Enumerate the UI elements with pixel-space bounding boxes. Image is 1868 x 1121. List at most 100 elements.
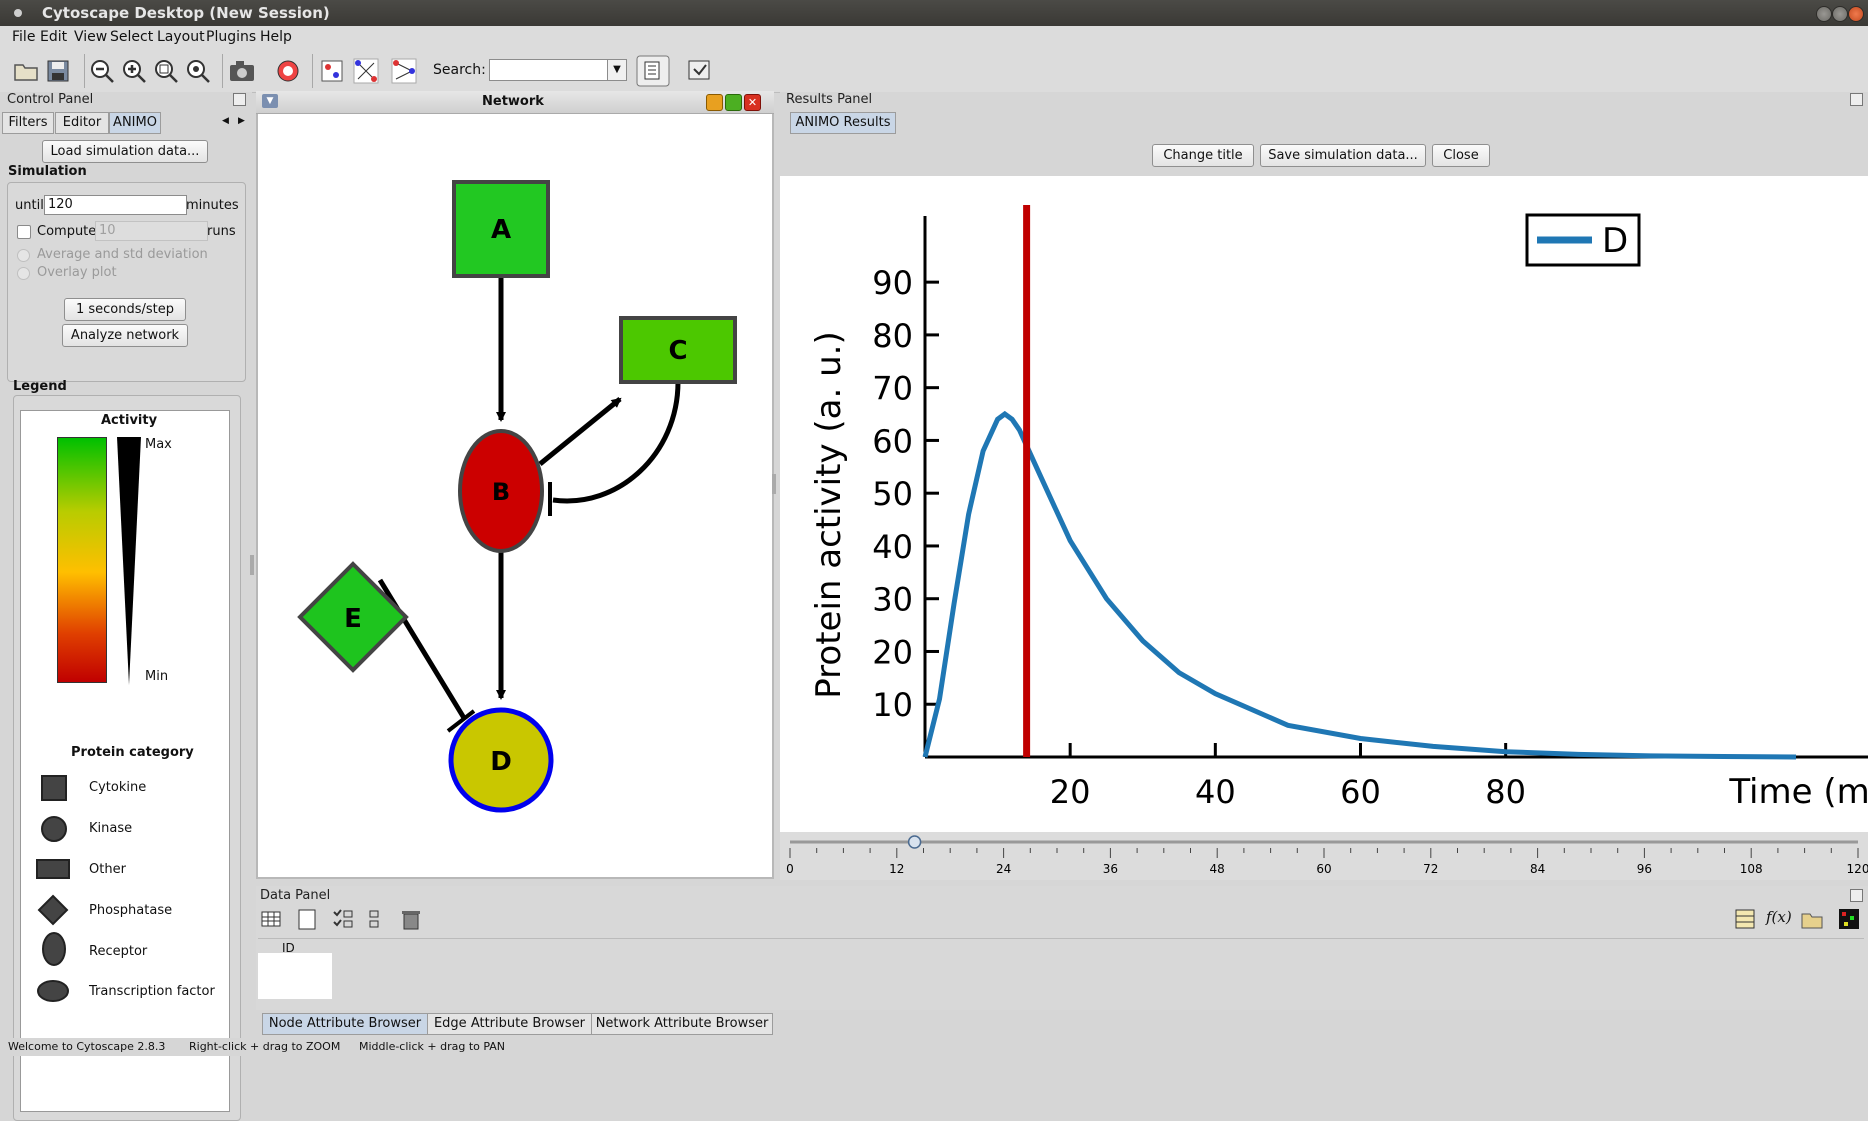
filter-icon[interactable] [686,57,714,85]
node-e[interactable] [297,561,409,673]
deselect-all-icon[interactable] [364,908,386,930]
attribute-table-icon[interactable] [1734,908,1756,930]
y-tick-label: 40 [872,528,913,566]
edge-b-c[interactable] [538,397,622,466]
load-simulation-button[interactable]: Load simulation data... [42,140,208,163]
function-builder-icon[interactable]: f(x) [1766,908,1792,926]
maximize-icon[interactable] [1832,6,1848,22]
step-size-button[interactable]: 1 seconds/step [64,298,186,321]
status-welcome: Welcome to Cytoscape 2.8.3 [8,1040,166,1053]
save-simulation-button[interactable]: Save simulation data... [1260,144,1426,167]
new-attribute-icon[interactable] [296,908,318,930]
delete-attribute-icon[interactable] [400,908,422,930]
new-network-icon[interactable] [318,57,346,85]
category-title: Protein category [71,745,194,760]
select-attributes-icon[interactable] [260,908,282,930]
tab-animo[interactable]: ANIMO [109,112,161,134]
camera-icon[interactable] [228,57,256,85]
attribute-table-body[interactable] [258,953,332,999]
undock-icon[interactable] [233,93,246,106]
tab-scroll-right-icon[interactable]: ▶ [238,116,245,126]
select-all-icon[interactable] [332,908,354,930]
minimize-icon[interactable] [1816,6,1832,22]
activity-gradient [57,437,107,683]
activity-chart: 10 20 30 40 50 60 70 80 90 20 40 60 80 Time (min) Prot… [809,205,1868,812]
average-radio[interactable] [17,249,30,262]
menu-help[interactable]: Help [260,29,292,45]
zoom-selected-icon[interactable] [184,57,212,85]
compute-label: Compute [37,224,97,239]
network-layout-icon[interactable] [352,57,380,85]
zoom-fit-icon[interactable] [152,57,180,85]
node-d[interactable] [448,707,554,813]
menu-file[interactable]: File [12,29,36,45]
slider-tick-label: 120 [1847,862,1868,876]
data-panel: Data Panel f(x) ID [256,886,1868,1010]
y-tick-label: 20 [872,633,913,671]
overlay-radio[interactable] [17,267,30,280]
network-window-titlebar: ▼ Network ✕ [256,91,774,114]
search-options-icon[interactable] [636,55,670,87]
menu-edit[interactable]: Edit [40,29,68,45]
help-lifebuoy-icon[interactable] [274,57,302,85]
edge-e-d[interactable] [377,578,467,720]
network-export-icon[interactable] [390,57,418,85]
data-panel-undock-icon[interactable] [1850,889,1863,902]
time-slider[interactable]: 0 12 24 36 48 60 72 84 96 108 120 [780,832,1868,880]
node-a[interactable] [452,180,550,278]
tab-editor[interactable]: Editor [55,112,109,134]
heatmap-icon[interactable] [1838,908,1860,930]
close-icon[interactable] [1848,6,1864,22]
slider-tick-label: 12 [889,862,904,876]
tab-network-attribute-browser[interactable]: Network Attribute Browser [591,1013,773,1035]
tab-node-attribute-browser[interactable]: Node Attribute Browser [262,1013,428,1035]
zoom-out-icon[interactable] [88,57,116,85]
network-canvas[interactable]: A B C D E [258,114,768,872]
category-phosphatase: Phosphatase [89,903,173,918]
tab-scroll-left-icon[interactable]: ◀ [222,116,229,126]
data-panel-tabs: Node Attribute Browser Edge Attribute Br… [256,1010,1868,1036]
menu-layout[interactable]: Layout [157,29,205,45]
edge-c-b[interactable] [552,381,681,504]
compute-runs-input[interactable]: 10 [95,221,208,241]
center-splitter[interactable] [772,474,776,494]
close-results-button[interactable]: Close [1432,144,1490,167]
slider-handle[interactable] [907,835,922,849]
network-minimize-icon[interactable] [706,94,723,111]
node-b-label: B [492,478,510,506]
max-label: Max [145,437,172,452]
until-label: until [15,198,44,213]
tab-animo-results[interactable]: ANIMO Results [790,112,896,134]
zoom-in-icon[interactable] [120,57,148,85]
open-folder-icon[interactable] [12,57,40,85]
tab-filters[interactable]: Filters [2,112,54,134]
menu-select[interactable]: Select [110,29,154,45]
change-title-button[interactable]: Change title [1152,144,1254,167]
y-tick-label: 90 [872,264,913,302]
results-chart-area: 10 20 30 40 50 60 70 80 90 20 40 60 80 Time (min) Prot… [780,176,1868,832]
results-undock-icon[interactable] [1850,93,1863,106]
search-dropdown-icon[interactable]: ▼ [607,59,627,81]
tab-edge-attribute-browser[interactable]: Edge Attribute Browser [427,1013,592,1035]
network-menu-icon[interactable]: ▼ [262,94,278,108]
menu-plugins[interactable]: Plugins [206,29,257,45]
network-maximize-icon[interactable] [725,94,742,111]
import-folder-icon[interactable] [1800,908,1824,930]
network-close-icon[interactable]: ✕ [744,94,761,111]
id-column-header[interactable]: ID [282,941,295,955]
minutes-label: minutes [186,198,239,213]
search-input[interactable] [489,59,611,81]
node-c[interactable] [619,316,737,384]
category-kinase: Kinase [89,821,133,836]
x-tick-label: 80 [1485,773,1526,811]
analyze-network-button[interactable]: Analyze network [62,324,188,347]
app-menu-icon[interactable] [14,9,22,17]
compute-checkbox[interactable] [17,225,31,239]
menu-view[interactable]: View [74,29,108,45]
node-b[interactable] [458,429,544,553]
runs-label: runs [207,224,236,239]
left-splitter[interactable] [250,555,254,575]
search-label: Search: [433,62,486,78]
until-input[interactable]: 120 [44,195,187,215]
save-icon[interactable] [44,57,72,85]
